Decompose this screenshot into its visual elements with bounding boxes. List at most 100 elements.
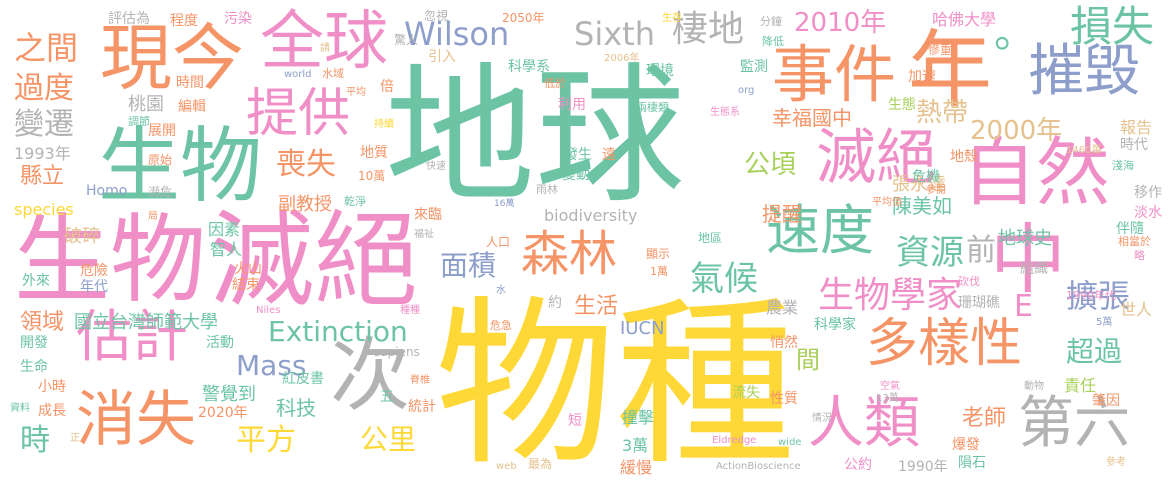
word: 水域 — [322, 67, 344, 80]
word: 倍 — [380, 79, 394, 95]
word: 智人 — [210, 240, 243, 259]
word: 撞擊 — [622, 408, 655, 427]
word: 遠 — [602, 147, 616, 163]
word: 危急 — [490, 319, 512, 332]
word: 生命 — [20, 359, 48, 375]
word: 編輯 — [178, 99, 206, 115]
word: 變遷 — [14, 107, 74, 142]
word: 2010年 — [794, 8, 887, 38]
word: 性質 — [770, 391, 798, 407]
word: world — [284, 69, 312, 80]
word: 1990年代 — [1066, 289, 1116, 302]
word: 1993年 — [14, 144, 71, 163]
word: 淺海 — [1112, 159, 1134, 172]
word: 滅絕 — [816, 123, 936, 193]
word: 引入 — [428, 49, 456, 65]
word: 調節 — [128, 115, 150, 128]
word: 之間 — [14, 29, 79, 67]
word: 變動 — [562, 167, 590, 183]
word: IUCN — [620, 318, 665, 339]
word: 正 — [70, 433, 80, 444]
word: 結束 — [232, 277, 260, 293]
word: 第六 — [1018, 391, 1130, 456]
word: 評估為 — [108, 11, 150, 27]
word: 淡水 — [1134, 205, 1162, 221]
word: 福祉 — [414, 229, 434, 240]
word: 短 — [568, 413, 582, 429]
word: 分鐘 — [760, 15, 782, 28]
word: 生物 — [14, 204, 206, 316]
word: Niles — [256, 305, 281, 316]
word: 最為 — [528, 457, 553, 471]
word: 資源 — [896, 233, 964, 273]
word: 提醒 — [762, 202, 802, 226]
word: 森林 — [521, 226, 618, 282]
word: 相當於 — [1118, 235, 1151, 248]
word: 2006年 — [604, 53, 640, 64]
word: Homo — [86, 183, 128, 199]
word: biodiversity — [544, 206, 638, 225]
word: 平均值 — [872, 197, 902, 208]
word: 脊椎 — [410, 375, 430, 386]
word: 報告 — [1120, 118, 1153, 137]
word: 資料 — [10, 403, 30, 414]
word: 估計 — [76, 305, 188, 370]
word: 2020年 — [198, 405, 248, 421]
word: web — [496, 461, 517, 472]
word: 展開 — [148, 123, 176, 139]
word: Eldredge — [712, 435, 757, 446]
word: 1萬 — [650, 265, 668, 278]
word: 1990年 — [898, 459, 948, 475]
word: Mass — [236, 349, 307, 382]
word: 縣立 — [20, 164, 65, 189]
word: 組織 — [1020, 261, 1048, 277]
word: 桃園 — [128, 94, 164, 115]
word: Extinction — [268, 315, 408, 348]
word: 擴張 — [1066, 277, 1131, 315]
word: 地殼 — [950, 149, 978, 165]
word: 提供 — [246, 84, 351, 144]
word: 危機 — [912, 169, 940, 185]
word: Sixth — [574, 15, 655, 53]
word: 物種 — [435, 281, 796, 482]
word: 地區 — [698, 231, 723, 245]
word: 時 — [20, 423, 50, 458]
word: 人口 — [486, 235, 511, 249]
word: sapiens — [374, 345, 420, 359]
word: 參考 — [1106, 457, 1126, 468]
word: 5萬 — [1096, 317, 1113, 328]
word: 張永達 — [892, 174, 946, 195]
word: 責任 — [1064, 376, 1097, 395]
word: 13萬 — [876, 393, 899, 404]
word: 五 — [380, 389, 394, 405]
word: 動物 — [1024, 381, 1044, 392]
word: 低於 — [544, 77, 566, 90]
word: 時代 — [1120, 137, 1148, 153]
word: 原始 — [148, 153, 173, 167]
word: 事件 — [772, 38, 897, 111]
word: 3萬 — [622, 436, 649, 455]
word: 1460萬 — [1066, 145, 1102, 156]
word: 利用 — [558, 97, 586, 113]
word: 隕石 — [958, 455, 986, 471]
word: 超過 — [1066, 335, 1123, 368]
word: 棲地 — [672, 9, 745, 50]
word: 約 — [548, 295, 562, 311]
word: E — [1014, 289, 1033, 324]
word: 2000年 — [970, 116, 1063, 146]
word: 程度 — [170, 13, 198, 29]
word: 自然 — [962, 130, 1110, 216]
word: 外來 — [22, 273, 50, 289]
word: 幸福國中 — [772, 106, 852, 130]
word: 紅皮書 — [282, 371, 324, 387]
word: 局 — [148, 211, 158, 222]
word: 多樣性 — [866, 314, 1023, 374]
word: 次 — [330, 329, 410, 422]
word: 科學系 — [508, 59, 550, 75]
word: 氣候 — [690, 259, 758, 299]
word: 生物 — [98, 119, 263, 214]
word: 陳美如 — [892, 194, 952, 218]
word: 監測 — [740, 59, 768, 75]
word: 請 — [320, 43, 330, 54]
word: 爆發 — [952, 437, 980, 453]
